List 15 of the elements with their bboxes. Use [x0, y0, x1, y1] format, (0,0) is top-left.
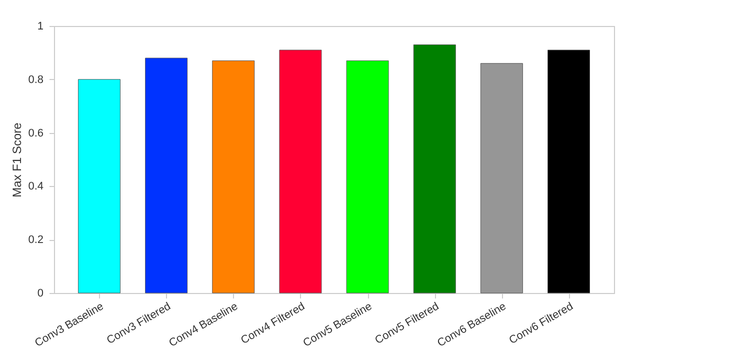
bar — [212, 60, 255, 294]
y-tick-label: 0.4 — [28, 180, 44, 193]
y-axis-title: Max F1 Score — [10, 122, 24, 198]
bar — [78, 79, 120, 294]
bar — [145, 58, 188, 294]
bar — [480, 63, 523, 294]
y-tick-label: 0.6 — [28, 127, 44, 140]
y-tick-label: 0.8 — [28, 74, 44, 86]
y-tick-label: 0.2 — [28, 234, 44, 246]
bar — [548, 50, 590, 294]
bar — [346, 60, 389, 294]
y-tick-label: 0 — [37, 288, 44, 300]
bar — [413, 44, 456, 294]
bar — [279, 50, 322, 294]
y-tick-label: 1 — [37, 20, 44, 32]
